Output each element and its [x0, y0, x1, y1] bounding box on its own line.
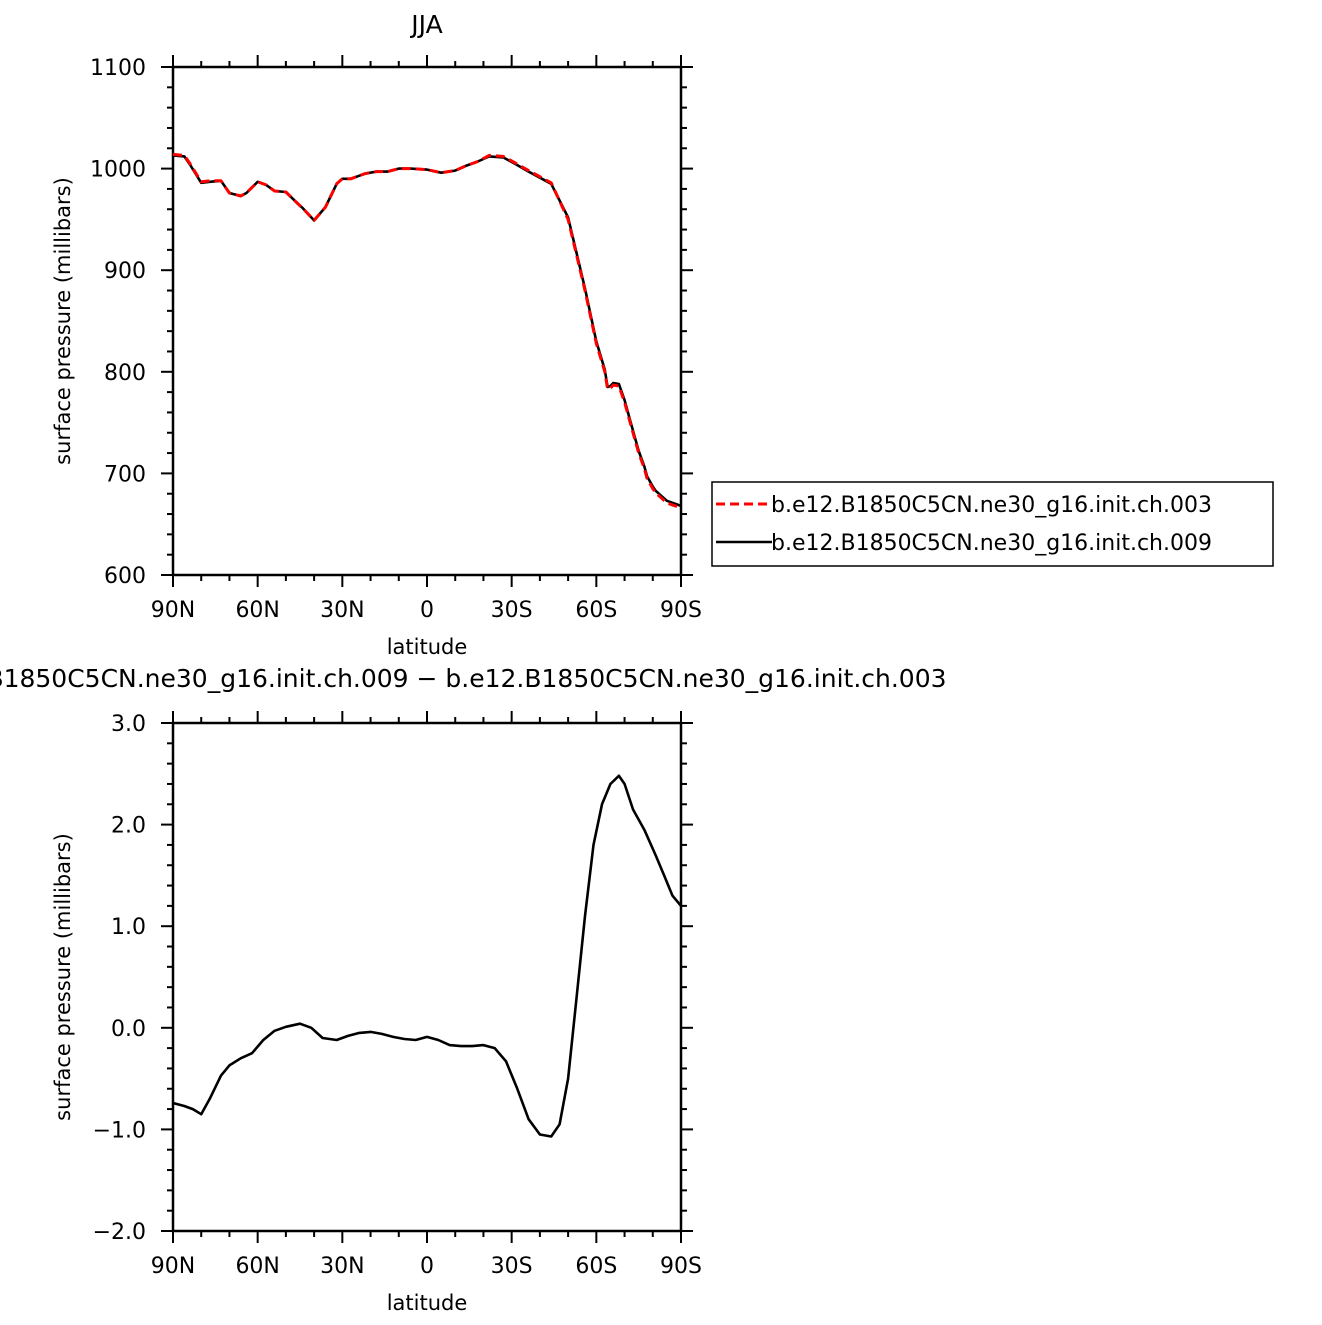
y-tick-label: 600 — [104, 564, 146, 589]
x-axis-title: latitude — [387, 1291, 468, 1315]
y-axis-title: surface pressure (millibars) — [51, 177, 75, 465]
series-line-1 — [173, 774, 681, 1138]
y-tick-label: 1.0 — [111, 915, 146, 940]
series-line-2 — [173, 154, 681, 508]
legend-box — [711, 481, 1274, 567]
y-tick-label: 800 — [104, 361, 146, 386]
y-tick-label: 2.0 — [111, 814, 146, 839]
y-axis-title: surface pressure (millibars) — [51, 833, 75, 1121]
y-tick-label: 0.0 — [111, 1017, 146, 1042]
x-tick-label: 30S — [491, 1254, 533, 1279]
x-axis-title: latitude — [387, 635, 468, 659]
x-tick-label: 60S — [575, 598, 617, 623]
y-tick-label: 1100 — [90, 56, 146, 81]
x-tick-label: 60N — [235, 598, 279, 623]
x-tick-label: 90S — [660, 1254, 702, 1279]
x-tick-label: 30N — [320, 598, 364, 623]
x-tick-label: 0 — [420, 598, 434, 623]
x-tick-label: 30S — [491, 598, 533, 623]
bottom-panel: b.e12.B1850C5CN.ne30_g16.init.ch.009 − b… — [0, 664, 947, 1315]
y-tick-label: −1.0 — [93, 1118, 146, 1143]
top-panel: JJA 90N 60N 30N 0 30S 60S 90S 1100 1000 900 800 700 6… — [51, 10, 1274, 659]
y-tick-label: 3.0 — [111, 712, 146, 737]
series-line-1 — [173, 152, 681, 510]
x-tick-label: 60N — [235, 1254, 279, 1279]
x-tick-label: 60S — [575, 1254, 617, 1279]
plot-title: JJA — [409, 10, 442, 39]
y-tick-label: −2.0 — [93, 1220, 146, 1245]
x-tick-label: 90N — [151, 598, 195, 623]
x-tick-label: 0 — [420, 1254, 434, 1279]
plot-title: b.e12.B1850C5CN.ne30_g16.init.ch.009 − b… — [0, 664, 947, 693]
y-tick-label: 1000 — [90, 158, 146, 183]
legend-label-1: b.e12.B1850C5CN.ne30_g16.init.ch.003 — [771, 493, 1212, 518]
y-tick-label: 700 — [104, 462, 146, 487]
x-tick-label: 90N — [151, 1254, 195, 1279]
x-tick-label: 90S — [660, 598, 702, 623]
y-tick-label: 900 — [104, 259, 146, 284]
legend: b.e12.B1850C5CN.ne30_g16.init.ch.003 b.e1… — [711, 481, 1274, 567]
legend-label-2: b.e12.B1850C5CN.ne30_g16.init.ch.009 — [771, 531, 1212, 556]
plot-frame — [171, 65, 683, 577]
x-tick-label: 30N — [320, 1254, 364, 1279]
